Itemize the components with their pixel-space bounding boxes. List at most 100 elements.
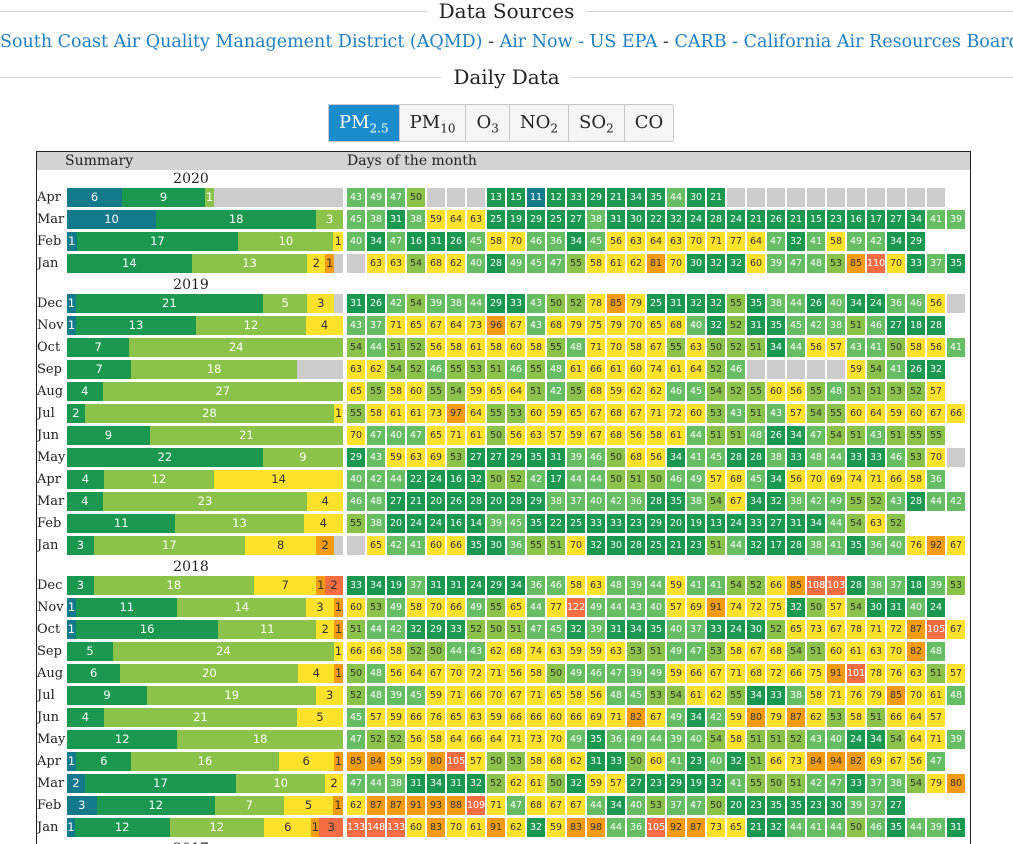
day-cell[interactable]: 51	[547, 536, 565, 555]
day-cell[interactable]: 27	[767, 514, 785, 533]
day-cell[interactable]: 49	[647, 664, 665, 683]
day-cell[interactable]: 50	[707, 796, 725, 815]
day-cell[interactable]: 57	[367, 708, 385, 727]
day-cell[interactable]: 14	[467, 514, 485, 533]
day-cell[interactable]: 50	[427, 642, 445, 661]
summary-segment[interactable]: 1	[67, 620, 76, 639]
day-cell[interactable]: 74	[647, 360, 665, 379]
day-cell[interactable]: 42	[807, 492, 825, 511]
day-cell[interactable]: 47	[767, 232, 785, 251]
day-cell[interactable]: 49	[847, 232, 865, 251]
summary-segment[interactable]: 3	[67, 796, 97, 815]
day-cell[interactable]	[907, 188, 925, 207]
day-cell[interactable]: 48	[367, 686, 385, 705]
day-cell[interactable]: 71	[487, 664, 505, 683]
day-cell[interactable]: 51	[847, 382, 865, 401]
day-cell[interactable]: 59	[387, 448, 405, 467]
day-cell[interactable]: 46	[867, 316, 885, 335]
summary-segment[interactable]: 1	[333, 642, 343, 661]
day-cell[interactable]	[427, 188, 445, 207]
day-cell[interactable]: 50	[607, 470, 625, 489]
day-cell[interactable]: 54	[887, 730, 905, 749]
summary-segment[interactable]: 5	[283, 796, 334, 815]
day-cell[interactable]: 50	[627, 752, 645, 771]
day-cell[interactable]: 25	[487, 210, 505, 229]
day-cell[interactable]: 26	[447, 492, 465, 511]
day-cell[interactable]: 44	[787, 294, 805, 313]
day-cell[interactable]: 34	[367, 576, 385, 595]
day-cell[interactable]: 63	[467, 708, 485, 727]
day-cell[interactable]: 28	[467, 492, 485, 511]
day-cell[interactable]: 45	[547, 620, 565, 639]
day-cell[interactable]: 31	[387, 210, 405, 229]
day-cell[interactable]: 21	[787, 210, 805, 229]
day-cell[interactable]: 55	[567, 254, 585, 273]
day-cell[interactable]: 64	[467, 404, 485, 423]
day-cell[interactable]: 39	[567, 448, 585, 467]
day-cell[interactable]: 85	[787, 576, 805, 595]
day-cell[interactable]: 71	[487, 796, 505, 815]
day-cell[interactable]: 108	[807, 576, 825, 595]
day-cell[interactable]: 40	[827, 730, 845, 749]
summary-segment[interactable]: 3	[67, 576, 94, 595]
summary-segment[interactable]: 3	[319, 818, 343, 837]
day-cell[interactable]: 50	[807, 598, 825, 617]
day-cell[interactable]: 63	[527, 426, 545, 445]
day-cell[interactable]: 94	[827, 752, 845, 771]
day-cell[interactable]: 23	[827, 210, 845, 229]
day-cell[interactable]: 37	[667, 796, 685, 815]
day-cell[interactable]: 56	[607, 232, 625, 251]
day-cell[interactable]: 48	[547, 360, 565, 379]
day-cell[interactable]: 35	[767, 316, 785, 335]
day-cell[interactable]: 49	[587, 598, 605, 617]
day-cell[interactable]: 27	[887, 796, 905, 815]
day-cell[interactable]: 55	[547, 338, 565, 357]
day-cell[interactable]: 59	[427, 686, 445, 705]
day-cell[interactable]: 12	[547, 188, 565, 207]
day-cell[interactable]: 63	[547, 642, 565, 661]
summary-segment[interactable]: 22	[67, 448, 263, 467]
day-cell[interactable]: 68	[547, 316, 565, 335]
day-cell[interactable]: 34	[767, 470, 785, 489]
day-cell[interactable]: 33	[707, 620, 725, 639]
day-cell[interactable]: 76	[887, 664, 905, 683]
day-cell[interactable]: 64	[447, 730, 465, 749]
day-cell[interactable]: 21	[667, 536, 685, 555]
day-cell[interactable]: 50	[547, 774, 565, 793]
day-cell[interactable]: 65	[507, 598, 525, 617]
day-cell[interactable]: 82	[627, 708, 645, 727]
day-cell[interactable]: 48	[567, 338, 585, 357]
day-cell[interactable]: 40	[387, 426, 405, 445]
day-cell[interactable]: 25	[547, 210, 565, 229]
day-cell[interactable]: 45	[527, 254, 545, 273]
day-cell[interactable]: 48	[807, 254, 825, 273]
day-cell[interactable]: 16	[447, 470, 465, 489]
day-cell[interactable]: 33	[347, 576, 365, 595]
day-cell[interactable]: 69	[867, 752, 885, 771]
day-cell[interactable]: 68	[747, 664, 765, 683]
day-cell[interactable]: 32	[467, 470, 485, 489]
day-cell[interactable]: 27	[387, 492, 405, 511]
day-cell[interactable]: 58	[407, 598, 425, 617]
summary-segment[interactable]: 5	[67, 642, 113, 661]
day-cell[interactable]: 26	[767, 426, 785, 445]
day-cell[interactable]: 53	[907, 448, 925, 467]
day-cell[interactable]: 63	[687, 338, 705, 357]
summary-segment[interactable]: 1	[333, 796, 343, 815]
day-cell[interactable]: 17	[867, 210, 885, 229]
day-cell[interactable]: 71	[447, 426, 465, 445]
day-cell[interactable]: 61	[387, 404, 405, 423]
day-cell[interactable]: 67	[887, 752, 905, 771]
day-cell[interactable]: 61	[527, 774, 545, 793]
day-cell[interactable]: 58	[427, 730, 445, 749]
day-cell[interactable]: 55	[847, 492, 865, 511]
day-cell[interactable]: 15	[807, 210, 825, 229]
summary-segment[interactable]: 17	[84, 774, 237, 793]
day-cell[interactable]: 19	[687, 774, 705, 793]
day-cell[interactable]: 33	[867, 448, 885, 467]
day-cell[interactable]: 32	[407, 620, 425, 639]
summary-segment[interactable]: 10	[238, 232, 334, 251]
day-cell[interactable]: 56	[387, 664, 405, 683]
day-cell[interactable]: 34	[887, 232, 905, 251]
day-cell[interactable]: 46	[527, 232, 545, 251]
